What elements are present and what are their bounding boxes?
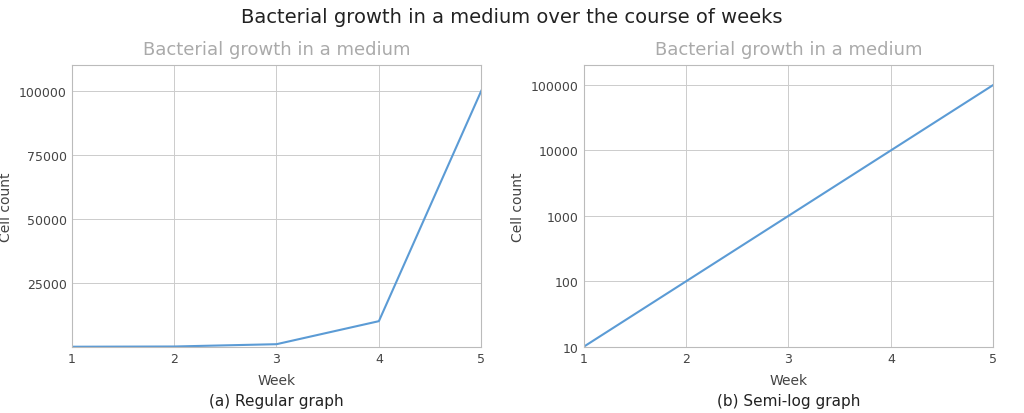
X-axis label: Week: Week (769, 373, 808, 387)
X-axis label: Week: Week (257, 373, 296, 387)
Title: Bacterial growth in a medium: Bacterial growth in a medium (142, 41, 411, 59)
Title: Bacterial growth in a medium: Bacterial growth in a medium (654, 41, 923, 59)
Y-axis label: Cell count: Cell count (0, 172, 13, 241)
Y-axis label: Cell count: Cell count (511, 172, 525, 241)
Text: (a) Regular graph: (a) Regular graph (209, 393, 344, 408)
Text: Bacterial growth in a medium over the course of weeks: Bacterial growth in a medium over the co… (242, 8, 782, 27)
Text: (b) Semi-log graph: (b) Semi-log graph (717, 393, 860, 408)
